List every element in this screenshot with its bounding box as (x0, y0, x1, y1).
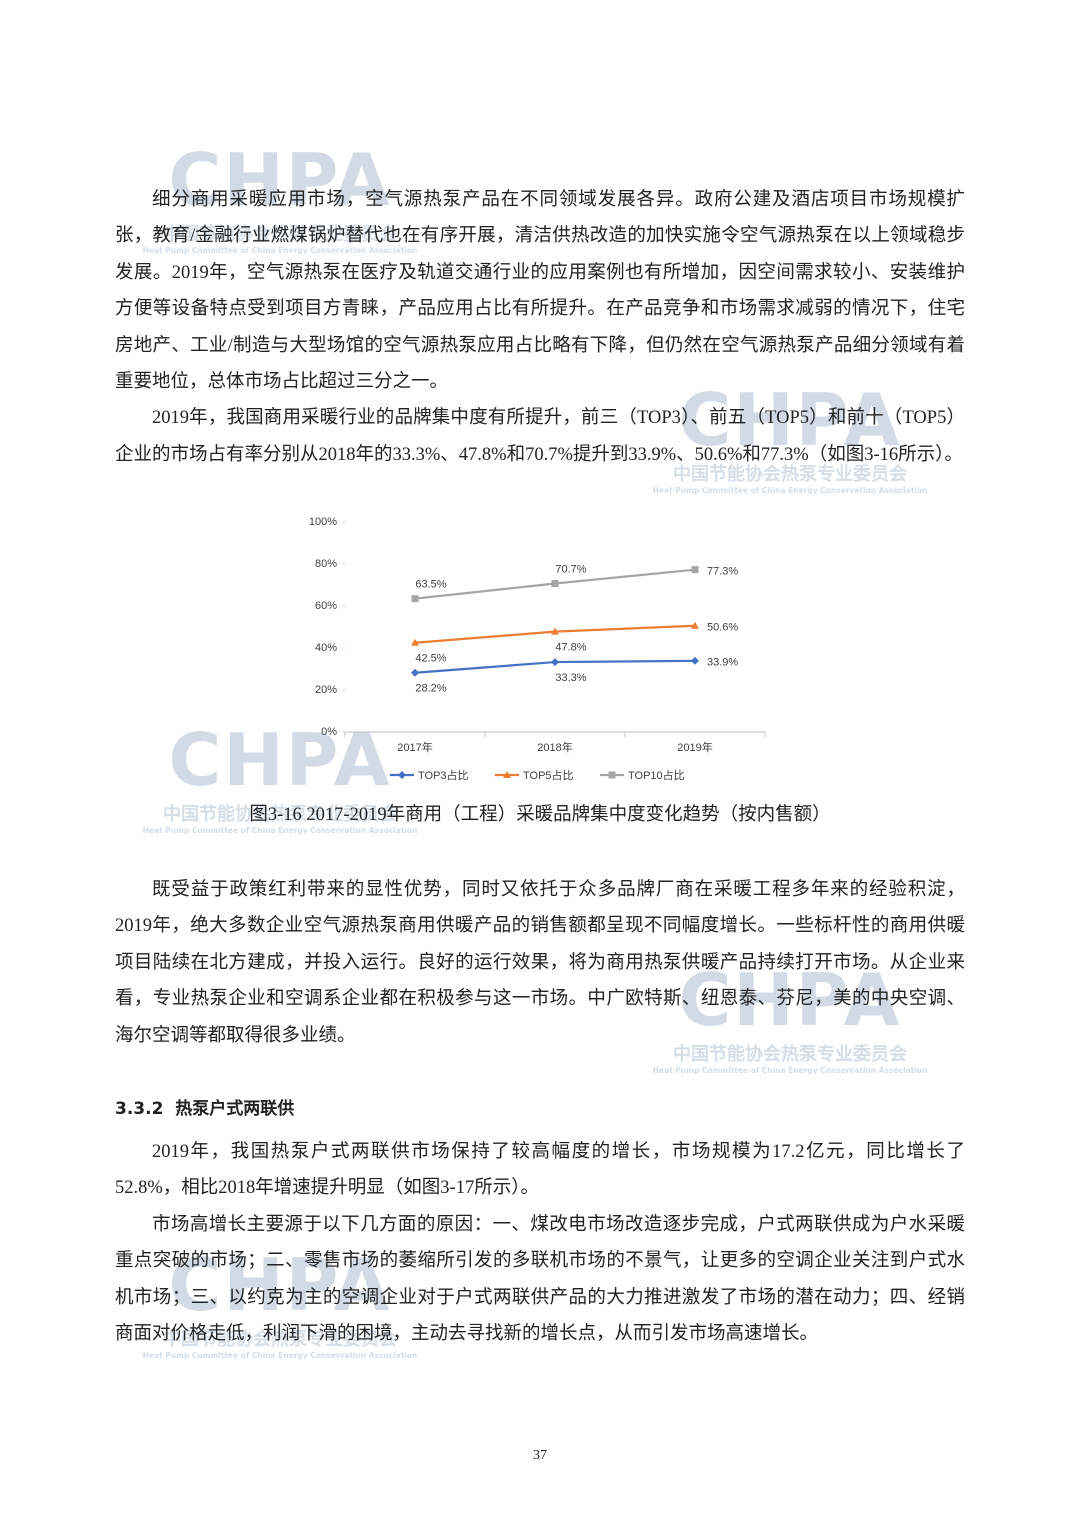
legend-marker (608, 771, 616, 779)
x-tick-label: 2018年 (537, 740, 572, 754)
marker (411, 638, 419, 646)
data-label: 28.2% (415, 683, 446, 695)
data-label: 33.9% (707, 657, 738, 669)
legend-label: TOP10占比 (628, 768, 685, 782)
page-number: 37 (533, 1448, 547, 1463)
marker (551, 627, 559, 635)
paragraph: 2019年，我国商用采暖行业的品牌集中度有所提升，前三（TOP3）、前五（TOP… (115, 408, 965, 465)
data-label: 63.5% (415, 579, 446, 591)
chart: 0% 20% 40% 60% 80% 100% 2017年 2018年 2019年 28.2% 33… (309, 516, 766, 782)
section-heading: 3.3.2 热泵户式两联供 (115, 1094, 294, 1119)
data-label: 77.3% (707, 566, 738, 578)
marker (411, 595, 419, 603)
paragraph: 市场高增长主要源于以下几方面的原因：一、煤改电市场改造逐步完成，户式两联供成为户… (115, 1214, 965, 1345)
legend-marker (398, 771, 406, 779)
figure-caption: 图3-16 2017-2019年商用（工程）采暖品牌集中度变化趋势（按内售额） (249, 805, 831, 825)
body-text: 既受益于政策红利带来的显性优势，同时又依托于众多品牌厂商在采暖工程多年来的经验积… (115, 872, 965, 1054)
intro-text: 细分商用采暖应用市场，空气源热泵产品在不同领域发展各异。政府公建及酒店项目市场规… (115, 182, 965, 473)
paragraph: 细分商用采暖应用市场，空气源热泵产品在不同领域发展各异。政府公建及酒店项目市场规… (115, 190, 965, 393)
section-text: 2019年，我国热泵户式两联供市场保持了较高幅度的增长，市场规模为17.2亿元，… (115, 1134, 965, 1352)
y-tick-label: 100% (309, 516, 337, 528)
watermark-org-en: Heat Pump Committee of China Energy Cons… (652, 1066, 928, 1075)
legend-label: TOP3占比 (418, 768, 469, 782)
watermark-org-en: Heat Pump Committee of China Energy Cons… (142, 826, 418, 835)
watermark-org-en: Heat Pump Committee of China Energy Cons… (652, 486, 928, 495)
marker (551, 580, 559, 588)
y-tick-label: 80% (315, 558, 337, 570)
data-label: 47.8% (555, 642, 586, 654)
data-label: 70.7% (555, 563, 586, 575)
marker (691, 566, 699, 574)
marker (691, 621, 699, 629)
x-tick-label: 2019年 (677, 740, 712, 754)
paragraph: 既受益于政策红利带来的显性优势，同时又依托于众多品牌厂商在采暖工程多年来的经验积… (115, 880, 965, 1046)
data-label: 50.6% (707, 622, 738, 634)
x-tick-label: 2017年 (397, 740, 432, 754)
paragraph: 2019年，我国热泵户式两联供市场保持了较高幅度的增长，市场规模为17.2亿元，… (115, 1142, 965, 1199)
legend-label: TOP5占比 (523, 768, 574, 782)
y-tick-label: 20% (315, 684, 337, 696)
section-title: 热泵户式两联供 (175, 1099, 295, 1119)
marker (411, 668, 419, 677)
data-label: 33.3% (555, 672, 586, 684)
section-number: 3.3.2 (115, 1099, 164, 1119)
legend-marker (503, 771, 511, 778)
y-tick-label: 0% (321, 726, 337, 738)
y-tick-label: 40% (315, 642, 337, 654)
y-tick-label: 60% (315, 600, 337, 612)
marker (691, 656, 699, 665)
data-label: 42.5% (415, 653, 446, 665)
marker (551, 658, 559, 667)
